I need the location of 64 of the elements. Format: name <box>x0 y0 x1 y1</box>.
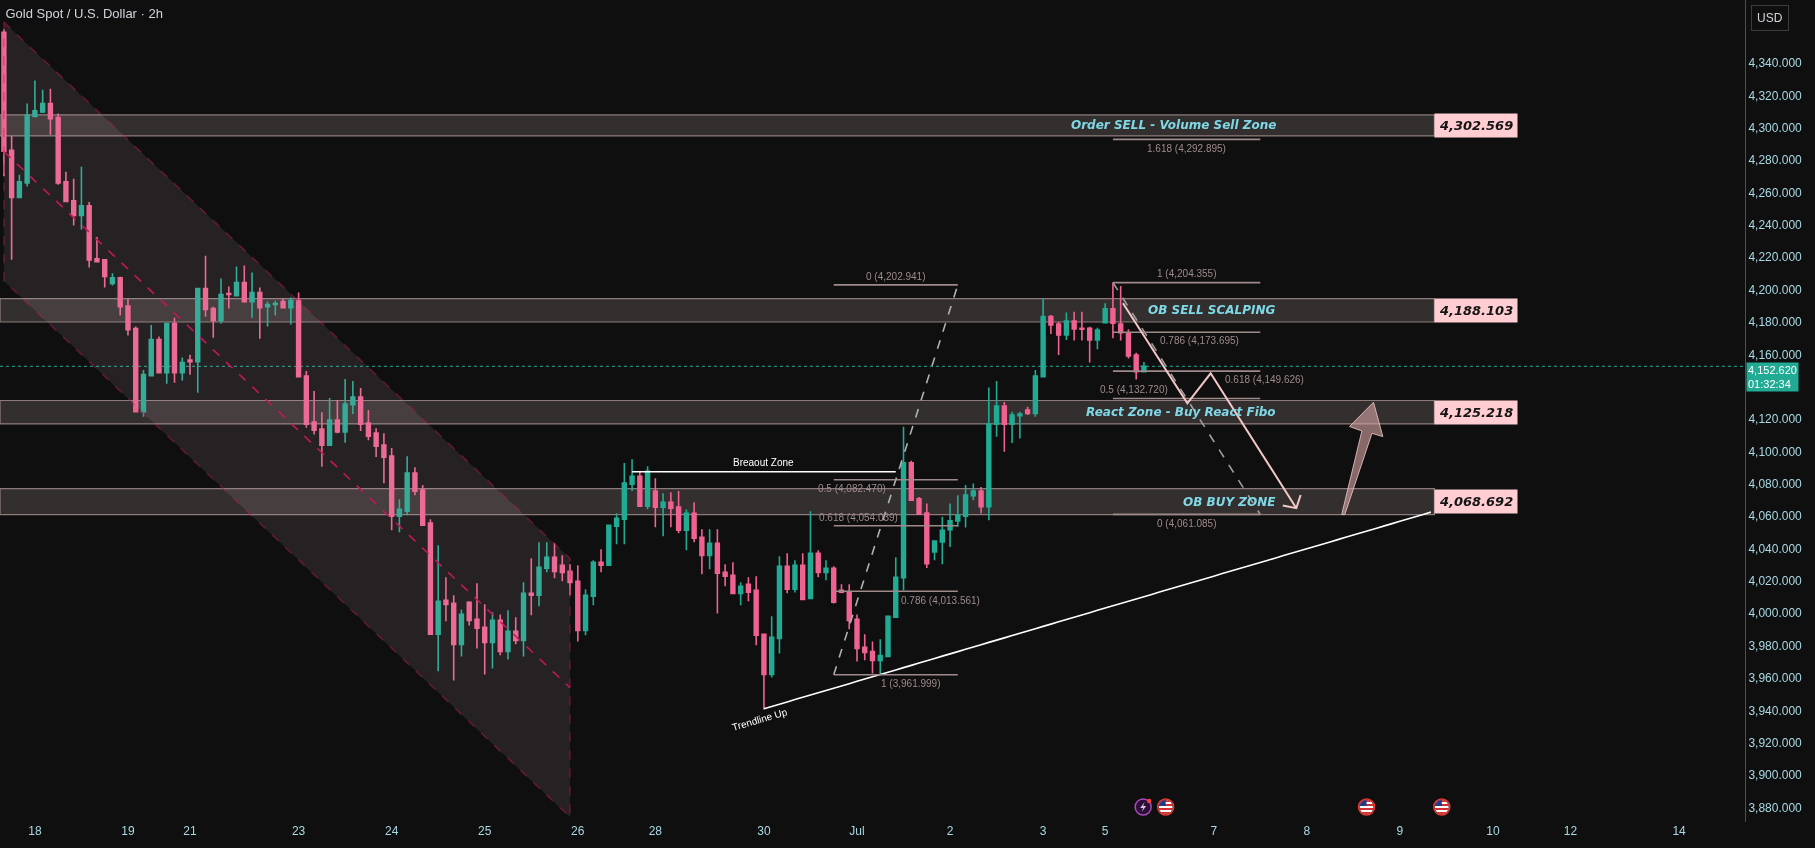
x-tick-label: 23 <box>291 824 306 838</box>
series-label: 1 (3,961.999) <box>881 678 941 689</box>
y-tick-label: 4,180.000 <box>1748 315 1803 330</box>
x-tick-label: 12 <box>1563 824 1578 838</box>
x-tick-label: Jul <box>849 824 865 838</box>
series-label: 0 (4,061.085) <box>1157 518 1217 529</box>
band-label: OB SELL SCALPING <box>1148 303 1276 317</box>
series-label: 0.618 (4,149.626) <box>1225 374 1304 385</box>
x-tick-label: 19 <box>121 824 135 838</box>
series-label: 0.5 (4,132.720) <box>1100 384 1168 395</box>
x-tick-label: 26 <box>571 824 585 838</box>
annotation: 4,302.569 <box>1439 118 1514 133</box>
series-label: 1 (4,204.355) <box>1157 268 1217 279</box>
y-tick-label: 4,320.000 <box>1748 88 1803 103</box>
x-tick-label: 30 <box>757 824 771 838</box>
y-tick-label: 4,220.000 <box>1748 250 1803 265</box>
y-tick-label: 4,280.000 <box>1748 153 1803 168</box>
y-tick-label: 3,900.000 <box>1748 768 1803 783</box>
y-tick-label: 3,880.000 <box>1748 800 1803 815</box>
y-tick-label: 4,200.000 <box>1748 282 1803 297</box>
series-label: 0 (4,202.941) <box>866 271 926 282</box>
series-label: 0.618 (4,054.039) <box>819 512 898 523</box>
y-tick-label: 4,020.000 <box>1748 574 1803 589</box>
text: USD <box>1757 11 1783 25</box>
x-tick-label: 14 <box>1672 824 1687 838</box>
x-tick-label: 18 <box>28 824 42 838</box>
series-label: 0.786 (4,013.561) <box>901 595 980 606</box>
y-tick-label: 4,300.000 <box>1748 121 1803 136</box>
y-tick-label: 4,100.000 <box>1748 444 1803 459</box>
x-tick-label: 7 <box>1210 824 1218 838</box>
y-tick-label: 4,240.000 <box>1748 218 1803 233</box>
x-tick-label: 28 <box>648 824 663 838</box>
band-label: OB BUY ZONE <box>1183 495 1277 509</box>
ref-line-label: 4,152.620 01:32:34 <box>1748 364 1797 391</box>
x-tick-label: 8 <box>1303 824 1311 838</box>
y-tick-label: 4,080.000 <box>1748 477 1803 492</box>
series-label: 1.618 (4,292.895) <box>1147 143 1226 154</box>
x-tick-label: 9 <box>1396 824 1404 838</box>
y-tick-label: 3,980.000 <box>1748 638 1803 653</box>
text: Trendline Up <box>730 706 789 733</box>
y-tick-label: 4,340.000 <box>1748 56 1803 71</box>
series-label: 0.786 (4,173.695) <box>1160 335 1239 346</box>
y-tick-label: 4,160.000 <box>1748 347 1803 362</box>
x-tick-label: 24 <box>384 824 399 838</box>
x-tick-label: 25 <box>478 824 492 838</box>
y-tick-label: 4,120.000 <box>1748 412 1803 427</box>
text: Gold Spot / U.S. Dollar · 2h <box>5 6 163 22</box>
y-tick-label: 3,960.000 <box>1748 671 1803 686</box>
x-tick-label: 5 <box>1101 824 1109 838</box>
y-tick-label: 4,260.000 <box>1748 185 1803 200</box>
x-tick-label: 10 <box>1486 824 1500 838</box>
y-tick-label: 3,940.000 <box>1748 703 1803 718</box>
y-tick-label: 4,040.000 <box>1748 541 1803 556</box>
band-label: Order SELL - Volume Sell Zone <box>1071 118 1277 132</box>
annotation: 4,068.692 <box>1439 494 1514 509</box>
x-tick-label: 2 <box>946 824 954 838</box>
x-tick-label: 21 <box>183 824 197 838</box>
annotation: 4,125.218 <box>1439 405 1514 420</box>
x-tick-label: 3 <box>1039 824 1047 838</box>
y-tick-label: 4,060.000 <box>1748 509 1803 524</box>
y-tick-label: 4,000.000 <box>1748 606 1803 621</box>
annotation: 4,188.103 <box>1439 303 1514 318</box>
series-label: Breaout Zone <box>733 457 795 468</box>
y-tick-label: 3,920.000 <box>1748 735 1803 750</box>
